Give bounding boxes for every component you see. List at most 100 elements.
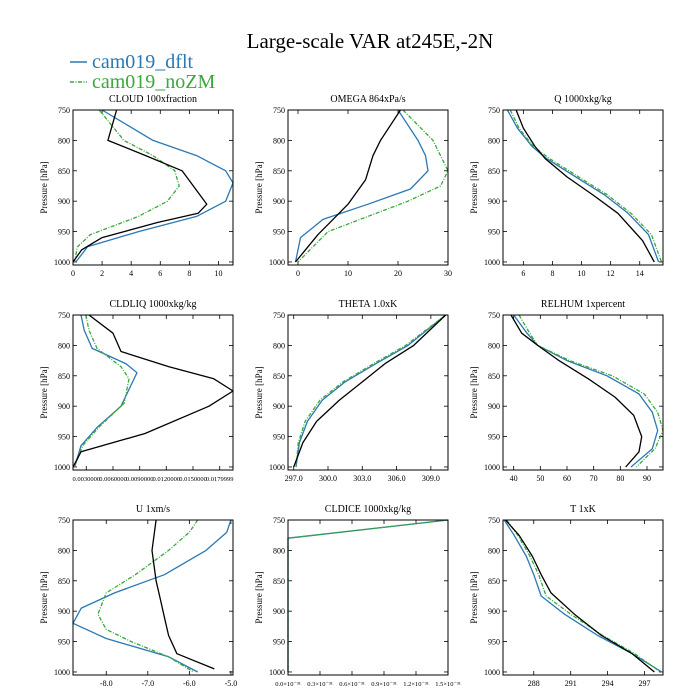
y-tick-label: 850 <box>273 577 285 586</box>
series-line-cam019_noZM <box>73 314 130 468</box>
panel-1: OMEGA 864xPa/s Pressure [hPa] 750 800 850 900… <box>254 94 452 278</box>
series-line-cam019_noZM <box>97 519 199 673</box>
series-line-cam019_noZM <box>509 109 663 263</box>
x-tick-label: -5.0 <box>225 679 238 688</box>
x-tick-label: 10 <box>214 269 222 278</box>
y-tick-label: 900 <box>273 197 285 206</box>
x-tick-label: 297 <box>639 679 651 688</box>
series-line-cam019_noZM <box>295 314 447 468</box>
x-tick-label: -7.0 <box>141 679 154 688</box>
y-tick-label: 800 <box>488 136 500 145</box>
series-line-reference <box>510 314 643 468</box>
y-tick-label: 850 <box>58 167 70 176</box>
y-tick-label: 950 <box>273 638 285 647</box>
series-line-cam019_dflt <box>506 109 660 263</box>
plot-frame <box>287 109 449 266</box>
series-line-reference <box>72 109 208 263</box>
plot-frame <box>72 109 234 266</box>
series-line-cam019_dflt <box>503 519 663 673</box>
panel-3: CLDLIQ 1000xkg/kg Pressure [hPa] 750 800 850… <box>39 299 234 483</box>
y-tick-label: 850 <box>273 372 285 381</box>
legend: cam019_dflt cam019_noZM <box>70 51 216 93</box>
y-tick-label: 800 <box>58 341 70 350</box>
y-tick-label: 1000 <box>269 258 285 267</box>
x-tick-label: 300.0 <box>319 474 337 483</box>
chart-title: Large-scale VAR at245E,-2N <box>247 29 494 53</box>
y-axis-label: Pressure [hPa] <box>39 571 49 623</box>
y-tick-label: 950 <box>488 638 500 647</box>
x-tick-label: 14 <box>636 269 644 278</box>
y-tick-label: 950 <box>488 433 500 442</box>
panel-4: THETA 1.0xK Pressure [hPa] 750 800 850 900 950… <box>254 299 449 483</box>
panel-title: THETA 1.0xK <box>339 299 398 310</box>
x-tick-label: 0 <box>296 269 300 278</box>
series-line-cam019_dflt <box>72 519 232 673</box>
y-tick-label: 800 <box>58 136 70 145</box>
x-tick-label: 0.3×10⁻³¹ <box>307 681 333 688</box>
panel-title: T 1xK <box>570 504 596 515</box>
y-tick-label: 800 <box>488 341 500 350</box>
x-tick-label: 0.0060000 <box>99 476 127 483</box>
y-tick-label: 800 <box>273 136 285 145</box>
x-tick-label: 6 <box>158 269 162 278</box>
x-tick-label: 10 <box>578 269 586 278</box>
y-tick-label: 1000 <box>484 668 500 677</box>
plot-frame <box>502 519 664 676</box>
y-tick-label: 750 <box>273 311 285 320</box>
x-tick-label: 1.2×10⁻³¹ <box>403 681 429 688</box>
x-tick-label: 2 <box>100 269 104 278</box>
y-tick-label: 1000 <box>54 668 70 677</box>
y-tick-label: 950 <box>58 228 70 237</box>
y-tick-label: 850 <box>488 577 500 586</box>
y-tick-label: 800 <box>58 546 70 555</box>
y-tick-label: 1000 <box>269 668 285 677</box>
x-tick-label: 291 <box>565 679 577 688</box>
y-tick-label: 950 <box>58 638 70 647</box>
y-tick-label: 900 <box>273 607 285 616</box>
x-tick-label: 70 <box>590 474 598 483</box>
panel-6: U 1xm/s Pressure [hPa] 750 800 850 900 950 1000… <box>39 504 237 688</box>
x-tick-label: 50 <box>536 474 544 483</box>
series-line-reference <box>151 519 215 670</box>
x-tick-label: 8 <box>550 269 554 278</box>
legend-label-dflt: cam019_dflt <box>92 51 194 73</box>
panel-8: T 1xK Pressure [hPa] 750 800 850 900 950 1000 28… <box>469 504 664 688</box>
x-tick-label: 4 <box>129 269 133 278</box>
panel-0: CLOUD 100xfraction Pressure [hPa] 750 800 85… <box>39 94 234 278</box>
series-line-cam019_dflt <box>294 109 429 263</box>
y-tick-label: 900 <box>58 607 70 616</box>
legend-label-nozm: cam019_noZM <box>92 71 216 93</box>
y-axis-label: Pressure [hPa] <box>469 571 479 623</box>
x-tick-label: 297.0 <box>285 474 303 483</box>
panel-title: CLDICE 1000xkg/kg <box>325 504 411 515</box>
y-axis-label: Pressure [hPa] <box>39 161 49 213</box>
x-tick-label: 0.0179999 <box>206 476 234 483</box>
x-tick-label: 40 <box>510 474 518 483</box>
series-line-cam019_dflt <box>513 314 659 468</box>
panel-title: CLOUD 100xfraction <box>109 94 197 105</box>
y-tick-label: 1000 <box>484 258 500 267</box>
y-tick-label: 1000 <box>54 258 70 267</box>
y-tick-label: 1000 <box>54 463 70 472</box>
x-tick-label: 8 <box>187 269 191 278</box>
y-axis-label: Pressure [hPa] <box>39 366 49 418</box>
y-tick-label: 800 <box>488 546 500 555</box>
x-tick-label: 0.0090000 <box>126 476 154 483</box>
y-tick-label: 800 <box>273 341 285 350</box>
panel-title: U 1xm/s <box>136 504 170 515</box>
panel-title: Q 1000xkg/kg <box>554 94 612 105</box>
x-tick-label: 0.0030000 <box>72 476 100 483</box>
y-tick-label: 850 <box>58 372 70 381</box>
x-tick-label: 0.0×10⁻³¹ <box>275 681 301 688</box>
y-tick-label: 750 <box>273 516 285 525</box>
y-tick-label: 850 <box>58 577 70 586</box>
plot-frame <box>287 519 449 676</box>
x-tick-label: 80 <box>616 474 624 483</box>
x-tick-label: 6 <box>521 269 525 278</box>
y-tick-label: 950 <box>273 433 285 442</box>
y-tick-label: 750 <box>488 106 500 115</box>
y-tick-label: 950 <box>58 433 70 442</box>
y-tick-label: 750 <box>488 516 500 525</box>
series-line-cam019_dflt <box>73 314 138 468</box>
series-line-cam019_noZM <box>506 519 661 673</box>
